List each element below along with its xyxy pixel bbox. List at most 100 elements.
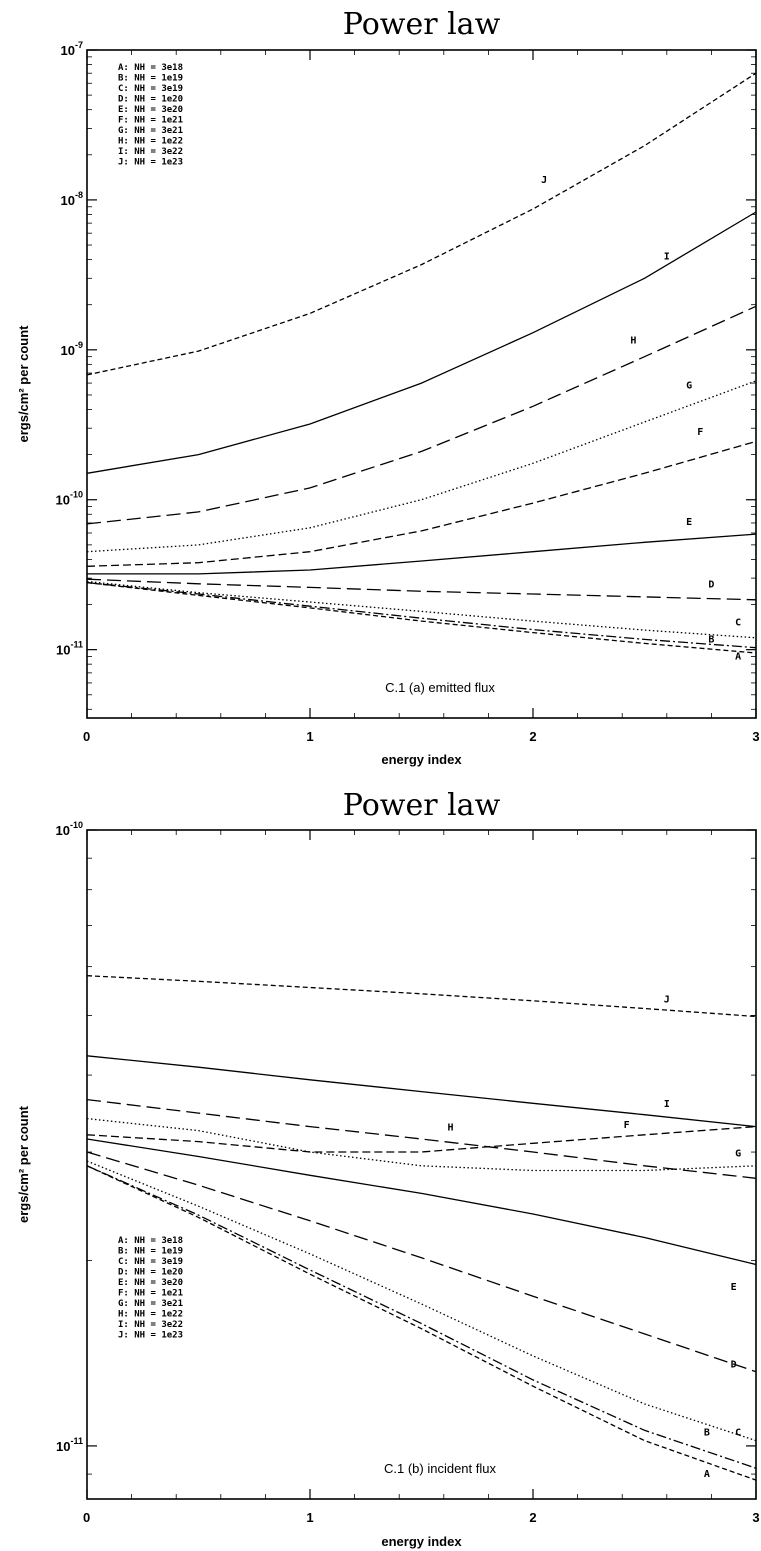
curve-label-F: F [624,1120,630,1131]
legend-entry: D: NH = 1e20 [118,95,183,105]
x-axis-label: energy index [381,1534,462,1549]
legend-entry: D: NH = 1e20 [118,1268,183,1278]
chart-annotation: C.1 (b) incident flux [384,1461,496,1476]
curve-labels: J I H G F E D C B A [541,175,741,663]
series-group [86,72,757,654]
plot-frame [86,829,757,1500]
curve-label-G: G [686,381,692,392]
y-tick-label: 10-11 [56,1436,83,1454]
y-tick-label: 10-10 [56,490,83,508]
curve-label-A: A [704,1469,710,1480]
curve-label-B: B [708,634,714,645]
y-tick-exponent: -9 [75,340,83,350]
x-tick-label: 0 [83,729,90,744]
x-tick-label: 3 [752,1510,759,1525]
curve-label-A: A [735,651,741,662]
y-tick-base: 10 [61,343,75,358]
curve-label-H: H [447,1123,453,1134]
curve-label-F: F [697,427,703,438]
y-tick-exponent: -11 [70,1436,83,1446]
y-tick-base: 10 [61,43,75,58]
legend-entry: B: NH = 1e19 [118,1247,183,1257]
chart-title: Power law [343,788,501,823]
series-line-B [86,1165,757,1469]
chart-title: Power law [343,7,501,42]
curve-label-H: H [630,336,636,347]
series-line-G [86,1117,757,1172]
chart-annotation: C.1 (a) emitted flux [385,680,495,695]
x-tick-label: 2 [529,1510,536,1525]
y-tick-base: 10 [56,1439,70,1454]
curve-labels: J I H F G E D C B A [447,994,741,1480]
y-axis-label: ergs/cm² per count [16,325,31,443]
y-tick-exponent: -11 [70,640,83,650]
y-tick-base: 10 [56,493,70,508]
curve-label-G: G [735,1149,741,1160]
legend-entry: G: NH = 3e21 [118,126,183,136]
curve-label-E: E [686,517,692,528]
series-line-J [86,975,757,1018]
series-line-I [86,211,757,474]
series-line-C [86,1160,757,1442]
curve-label-E: E [731,1282,737,1293]
series-line-H [86,305,757,525]
series-line-F [86,440,757,567]
legend-entry: E: NH = 3e20 [118,105,183,115]
legend-entry: B: NH = 1e19 [118,74,183,84]
y-tick-base: 10 [56,643,70,658]
x-tick-label: 1 [306,729,313,744]
series-line-F [86,1125,757,1153]
curve-label-I: I [664,1099,670,1110]
y-tick-base: 10 [61,193,75,208]
y-tick-exponent: -10 [70,820,83,830]
y-tick-exponent: -10 [70,490,83,500]
legend-entry: F: NH = 1e21 [118,116,183,126]
curve-label-D: D [708,579,714,590]
plot-frame [86,49,757,719]
y-tick-label: 10-10 [56,820,83,838]
curve-label-D: D [731,1360,737,1371]
x-tick-label: 3 [752,729,759,744]
legend-entry: C: NH = 3e19 [118,1257,183,1267]
series-line-J [86,72,757,376]
curve-label-C: C [735,617,741,628]
legend-entry: C: NH = 3e19 [118,84,183,94]
x-tick-label: 2 [529,729,536,744]
legend-entry: J: NH = 1e23 [118,158,183,168]
legend-entry: J: NH = 1e23 [118,1331,183,1341]
x-axis: 0 1 2 3 [83,830,760,1525]
y-tick-label: 10-9 [61,340,83,358]
series-line-G [86,380,757,553]
series-line-B [86,581,757,649]
y-tick-exponent: -7 [75,40,83,50]
legend-entry: A: NH = 3e18 [118,63,183,73]
y-axis-label: ergs/cm² per count [16,1105,31,1223]
y-tick-label: 10-7 [61,40,83,58]
y-tick-label: 10-11 [56,640,83,658]
curve-label-C: C [735,1427,741,1438]
y-tick-label: 10-8 [61,190,83,208]
series-line-A [86,1165,757,1481]
x-tick-label: 1 [306,1510,313,1525]
series-line-D [86,578,757,601]
series-group [86,975,757,1481]
series-line-C [86,580,757,639]
series-line-I [86,1055,757,1128]
legend-entry: G: NH = 3e21 [118,1299,183,1309]
legend-entry: I: NH = 3e22 [118,1320,183,1330]
curve-label-J: J [541,175,547,186]
series-line-E [87,533,757,575]
curve-label-B: B [704,1427,710,1438]
legend-entry: H: NH = 1e22 [118,137,183,147]
x-axis: 0 1 2 3 [83,50,760,744]
series-line-D [86,1151,757,1373]
legend-entry: A: NH = 3e18 [118,1236,183,1246]
series-line-A [86,581,757,654]
legend-entry: F: NH = 1e21 [118,1289,183,1299]
curve-label-J: J [664,994,670,1005]
